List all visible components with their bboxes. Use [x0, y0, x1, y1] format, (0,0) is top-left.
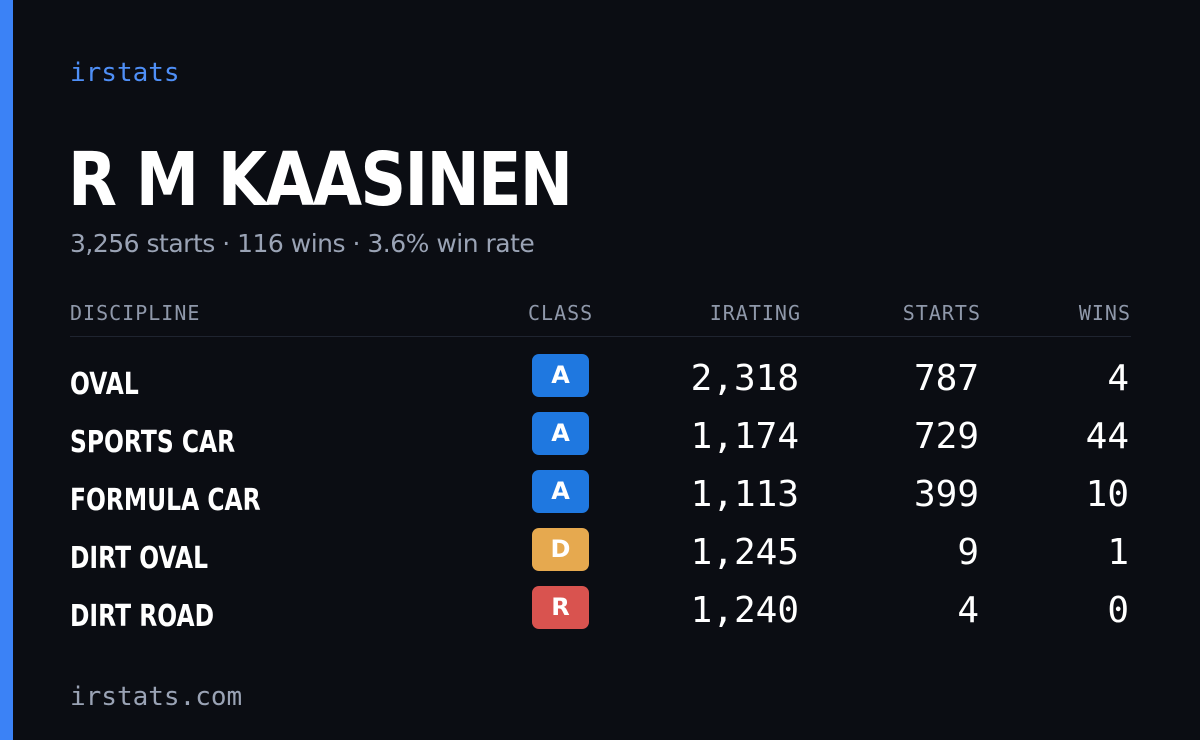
starts-value: 9 — [957, 532, 979, 573]
discipline-label: SPORTS CAR — [70, 425, 236, 460]
header-class: CLASS — [528, 301, 594, 325]
wins-value: 4 — [1107, 358, 1129, 399]
class-badge: D — [532, 528, 589, 571]
table-row: DIRT ROAD R 1,240 4 0 — [70, 581, 1131, 639]
discipline-label: OVAL — [70, 367, 139, 402]
class-badge: R — [532, 586, 589, 629]
starts-value: 399 — [913, 474, 979, 515]
table-row: FORMULA CAR A 1,113 399 10 — [70, 465, 1131, 523]
discipline-label: FORMULA CAR — [70, 483, 261, 518]
stats-table: OVAL A 2,318 787 4 SPORTS CAR A 1,174 72… — [70, 349, 1131, 639]
irating-value: 1,240 — [690, 590, 799, 631]
irating-value: 1,245 — [690, 532, 799, 573]
table-row: OVAL A 2,318 787 4 — [70, 349, 1131, 407]
table-header: DISCIPLINE CLASS IRATING STARTS WINS — [70, 300, 1131, 337]
brand-logo: irstats — [70, 58, 180, 88]
class-badge: A — [532, 470, 589, 513]
discipline-label: DIRT OVAL — [70, 541, 209, 576]
wins-value: 44 — [1085, 416, 1129, 457]
driver-summary: 3,256 starts · 116 wins · 3.6% win rate — [70, 229, 535, 258]
header-irating: IRATING — [709, 301, 801, 325]
wins-value: 0 — [1107, 590, 1129, 631]
header-discipline: DISCIPLINE — [70, 301, 201, 325]
wins-value: 10 — [1085, 474, 1129, 515]
wins-value: 1 — [1107, 532, 1129, 573]
header-wins: WINS — [1078, 301, 1131, 325]
footer-url: irstats.com — [70, 682, 243, 712]
class-badge: A — [532, 412, 589, 455]
class-badge: A — [532, 354, 589, 397]
table-row: DIRT OVAL D 1,245 9 1 — [70, 523, 1131, 581]
discipline-label: DIRT ROAD — [70, 599, 215, 634]
irating-value: 2,318 — [690, 358, 799, 399]
starts-value: 729 — [913, 416, 979, 457]
table-row: SPORTS CAR A 1,174 729 44 — [70, 407, 1131, 465]
driver-name: R M KAASINEN — [68, 137, 573, 223]
accent-bar — [0, 0, 13, 740]
header-starts: STARTS — [902, 301, 981, 325]
starts-value: 787 — [913, 358, 979, 399]
starts-value: 4 — [957, 590, 979, 631]
irating-value: 1,174 — [690, 416, 799, 457]
irating-value: 1,113 — [690, 474, 799, 515]
